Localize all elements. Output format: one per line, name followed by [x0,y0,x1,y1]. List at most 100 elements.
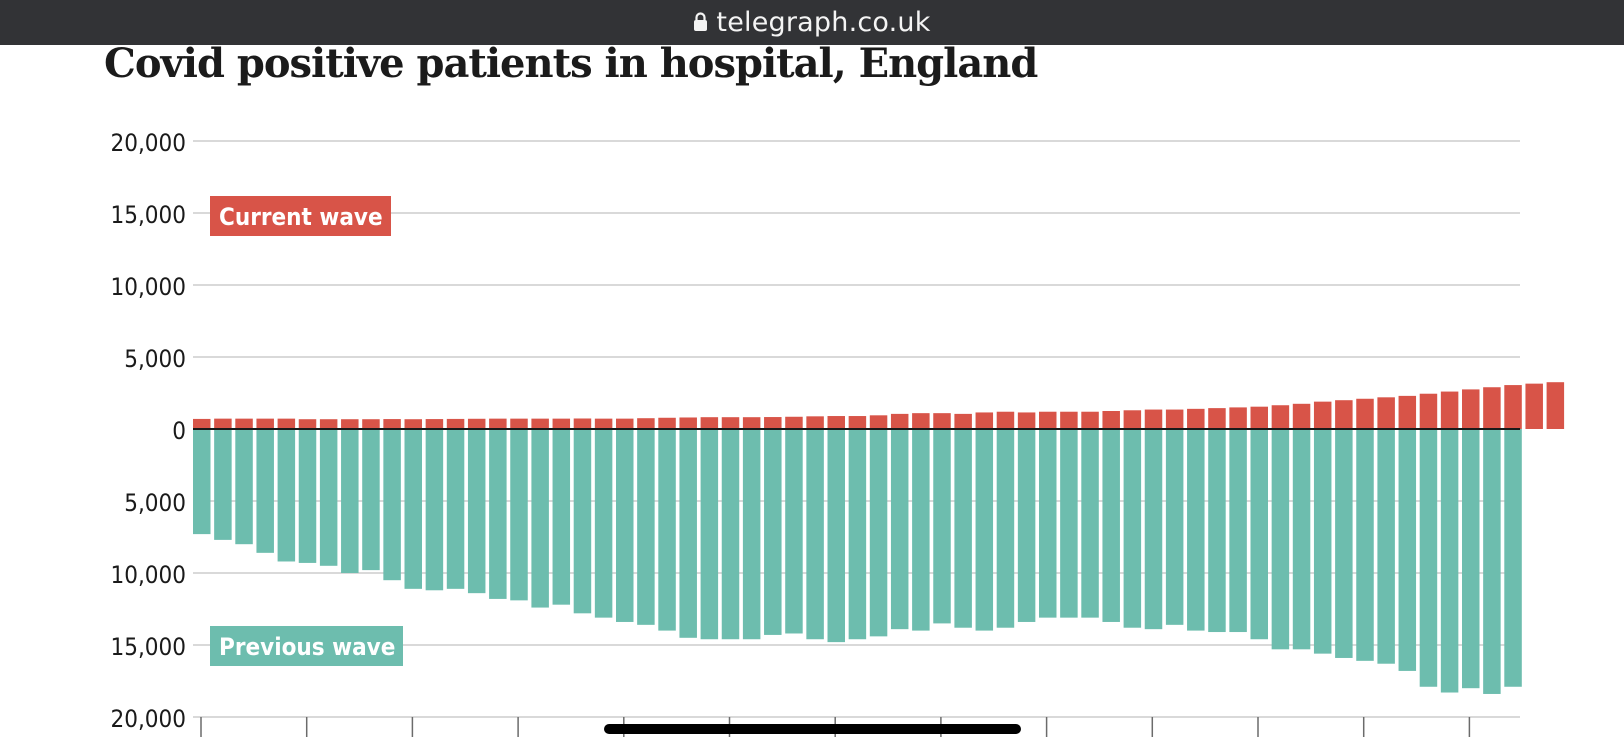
previous-wave-bar [1060,429,1078,618]
current-wave-bar [700,417,719,429]
previous-wave-bar [1017,429,1036,622]
current-wave-bar [1546,382,1565,429]
previous-wave-bar [298,429,317,563]
previous-wave-bar [1271,429,1290,650]
legend-previous-wave-swatch [210,626,403,666]
previous-wave-bar [1208,429,1226,633]
previous-wave-bar [552,429,571,605]
previous-wave-bar [1440,429,1459,693]
previous-wave-bar [1187,429,1205,631]
current-wave-bar [1462,389,1480,429]
previous-wave-bar [235,429,253,545]
current-wave-bar [383,419,401,429]
previous-wave-bar [256,429,274,553]
current-wave-bar [235,418,253,429]
current-wave-bar [785,416,803,429]
legend-previous-wave-label: Previous wave [219,633,395,661]
previous-wave-bar [975,429,994,631]
previous-wave-bar [700,429,719,640]
current-wave-bar [573,418,592,429]
current-wave-bar [214,418,232,429]
current-wave-bar [1271,405,1290,429]
previous-wave-bar [573,429,592,614]
current-wave-bar [1525,383,1543,429]
current-wave-bar [510,418,528,429]
current-wave-bar [1229,407,1247,429]
browser-url-bar[interactable]: telegraph.co.uk [0,0,1624,45]
previous-wave-bar [214,429,232,540]
previous-wave-bar [404,429,422,589]
previous-wave-bar [425,429,444,591]
previous-wave-bar [277,429,296,562]
current-wave-bar [1398,395,1417,429]
y-tick-label: 20,000 [110,129,186,157]
home-indicator [604,724,1021,734]
current-wave-bar [425,419,444,429]
current-wave-bar [404,419,422,429]
previous-wave-bar [827,429,845,643]
previous-wave-bar [890,429,909,630]
current-wave-bar [193,418,211,429]
previous-wave-bar [764,429,782,635]
current-wave-bar [446,418,465,429]
current-wave-bar [1419,393,1438,429]
previous-wave-bar [467,429,486,594]
y-tick-label: 20,000 [110,705,186,733]
previous-wave-bar [1335,429,1353,658]
current-wave-bar [742,417,761,429]
current-wave-bar [256,418,274,429]
previous-wave-bar [1102,429,1120,622]
legend-current-wave-label: Current wave [219,203,383,231]
previous-wave-bar [806,429,824,640]
previous-wave-bar [848,429,867,640]
previous-wave-bar [1377,429,1395,664]
previous-wave-bar [679,429,697,638]
previous-wave-bar [1123,429,1142,628]
previous-wave-bar [193,429,211,535]
lock-icon [694,11,708,31]
current-wave-bar [552,418,571,429]
previous-wave-bar [1462,429,1480,689]
y-tick-label: 15,000 [110,201,186,229]
previous-wave-bar [1398,429,1417,671]
current-wave-bar [721,417,740,429]
y-tick-label: 10,000 [110,561,186,589]
current-wave-bar [764,417,782,429]
url-text: telegraph.co.uk [716,7,931,38]
previous-wave-bar [785,429,803,634]
current-wave-bar [658,417,676,429]
previous-wave-bar [510,429,528,601]
previous-wave-bar [721,429,740,640]
y-tick-label: 0 [172,417,186,445]
current-wave-bar [1335,400,1353,429]
current-wave-bar [1356,398,1374,429]
current-wave-bar [467,418,486,429]
current-wave-bar [1081,411,1099,429]
current-wave-bar [1017,412,1036,429]
current-wave-bar [319,419,338,429]
chart-title: Covid positive patients in hospital, Eng… [104,40,1038,87]
current-wave-bar [1039,411,1057,429]
previous-wave-bar [658,429,676,631]
current-wave-bar [1144,409,1163,429]
previous-wave-bar [933,429,951,624]
previous-wave-bar [383,429,401,581]
previous-wave-bar [1504,429,1522,687]
current-wave-bar [975,412,994,429]
current-wave-bar [489,418,507,429]
previous-wave-bar [1292,429,1311,650]
current-wave-bar [277,418,296,429]
previous-wave-bar [362,429,380,571]
previous-wave-bar [319,429,338,566]
previous-wave-bar [1313,429,1332,654]
current-wave-bar [1102,411,1120,429]
y-tick-label: 5,000 [124,345,186,373]
previous-wave-bar [869,429,888,637]
previous-wave-bar [446,429,465,589]
current-wave-bar [616,418,634,429]
current-wave-bar [827,416,845,429]
previous-wave-bar [341,429,359,573]
current-wave-bar [298,419,317,429]
current-wave-bar [1250,406,1268,429]
previous-wave-bar [489,429,507,599]
